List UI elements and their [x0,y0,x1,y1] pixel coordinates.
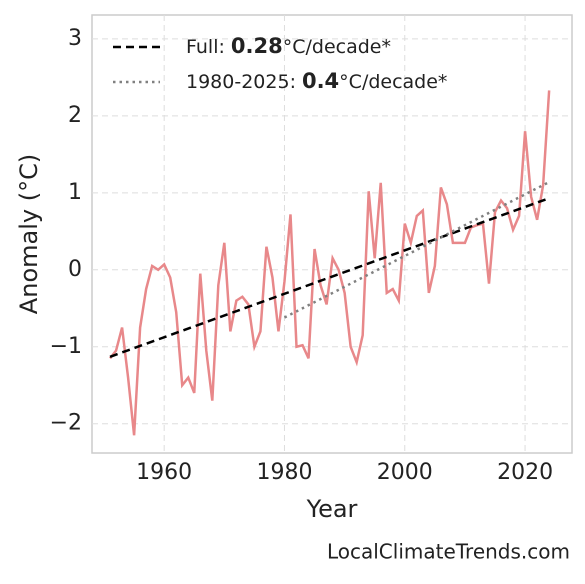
x-tick-label: 1980 [256,460,312,485]
trend-line [283,180,550,319]
y-tick-label: 3 [68,26,82,51]
y-axis-label: Anomaly (°C) [15,154,43,314]
source: LocalClimateTrends.com [327,540,570,564]
x-axis-label: Year [306,495,358,523]
y-tick-label: 0 [68,257,82,282]
legend-name: 1980-2025: [186,71,296,93]
legend-unit: °C/decade* [283,36,391,58]
x-tick-label: 1960 [136,460,192,485]
legend-rate: 0.28 [231,34,283,58]
y-tick-label: −2 [50,411,82,436]
legend-unit: °C/decade* [339,71,447,93]
legend-rate: 0.4 [302,69,339,93]
plot-frame [91,14,573,454]
y-tick-label: 2 [68,103,82,128]
anomaly-line [109,90,551,436]
legend-label: 1980-2025: 0.4°C/decade* [186,69,447,93]
x-tick-label: 2000 [377,460,433,485]
y-tick-label: 1 [68,180,82,205]
legend-name: Full: [186,36,225,58]
x-tick-label: 2020 [497,460,553,485]
legend-label: Full: 0.28°C/decade* [186,34,391,58]
y-tick-label: −1 [50,334,82,359]
